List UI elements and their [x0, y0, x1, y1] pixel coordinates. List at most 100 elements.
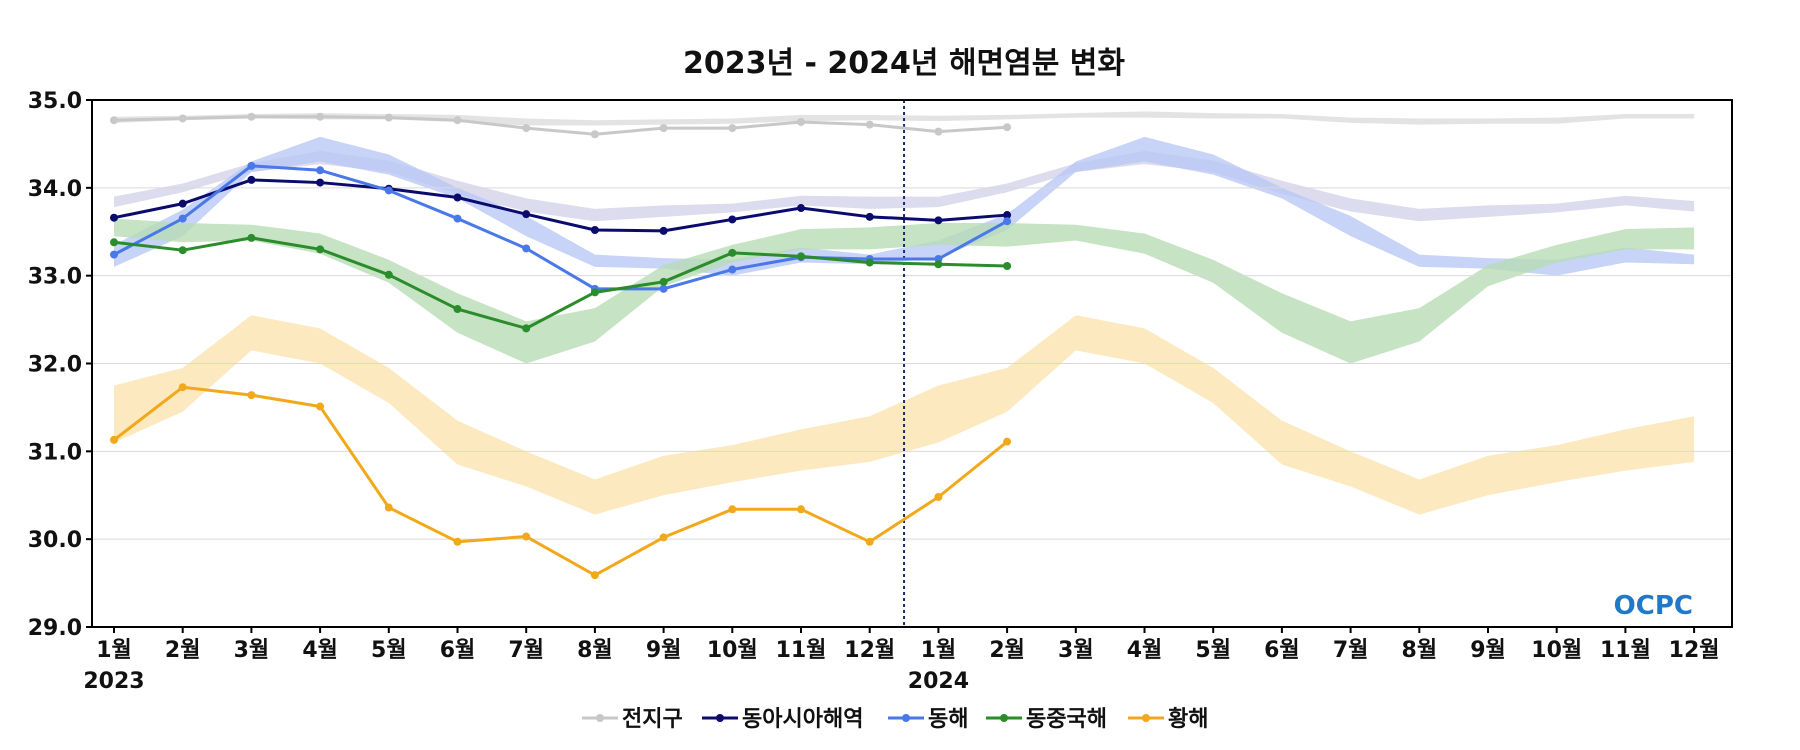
x-tick-label-22: 11월 — [1600, 638, 1651, 663]
x-tick-label-17: 6월 — [1264, 638, 1300, 663]
legend-label-동아시아해역: 동아시아해역 — [742, 707, 863, 732]
x-tick-label-6: 7월 — [508, 638, 544, 663]
legend-marker-황해 — [1142, 714, 1150, 722]
series-line-동해 — [113, 164, 1008, 291]
data-point-동중국해-7 — [590, 288, 599, 297]
legend-marker-동해 — [902, 714, 910, 722]
data-point-동아시아해역-0 — [110, 213, 118, 222]
y-tick-label-31.0: 31.0 — [28, 440, 82, 465]
data-point-황해-3 — [316, 402, 325, 411]
legend-marker-동중국해 — [1000, 714, 1008, 722]
x-tick-label-2: 3월 — [234, 638, 270, 663]
legend-marker-동아시아해역 — [716, 714, 724, 722]
series-line-황해 — [113, 385, 1009, 577]
x-tick-label-20: 9월 — [1470, 638, 1506, 663]
data-point-동아시아해역-10 — [797, 204, 805, 213]
data-point-전지구-2 — [247, 112, 256, 121]
x-tick-label-1: 2월 — [165, 638, 201, 663]
band-동중국해 — [114, 218, 1695, 364]
y-tick-label-34.0: 34.0 — [28, 177, 82, 202]
x-tick-label-10: 11월 — [776, 638, 827, 663]
y-tick-label-33.0: 33.0 — [28, 265, 82, 290]
grid-lines — [92, 100, 1732, 627]
data-point-전지구-10 — [797, 117, 805, 126]
data-point-전지구-13 — [1003, 123, 1012, 132]
data-point-전지구-3 — [316, 112, 325, 121]
legend-item-전지구: 전지구 — [582, 707, 683, 732]
x-tick-label-12: 1월 — [921, 638, 957, 663]
data-point-동해-2 — [247, 161, 256, 170]
data-point-동중국해-0 — [110, 238, 118, 247]
x-tick-label-19: 8월 — [1402, 638, 1438, 663]
axes: 35.0 34.0 33.0 32.0 31.0 30.0 29.0 1월 2월 3월 4월 5월 6월… — [28, 89, 1720, 694]
data-point-황해-0 — [110, 435, 118, 444]
data-point-동중국해-8 — [659, 277, 668, 286]
data-point-황해-10 — [797, 505, 805, 514]
data-point-황해-1 — [178, 383, 187, 392]
data-point-황해-4 — [384, 503, 393, 512]
data-point-동중국해-2 — [247, 233, 256, 242]
data-point-전지구-4 — [384, 113, 393, 122]
x-tick-label-16: 5월 — [1195, 638, 1231, 663]
x-tick-label-3: 4월 — [302, 638, 338, 663]
data-point-황해-11 — [865, 537, 874, 546]
data-point-전지구-9 — [728, 124, 737, 133]
legend-item-황해: 황해 — [1128, 707, 1208, 732]
data-point-황해-5 — [453, 537, 462, 546]
legend-label-황해: 황해 — [1168, 707, 1208, 732]
data-point-전지구-6 — [522, 124, 531, 133]
data-point-황해-2 — [247, 391, 256, 400]
x-tick-label-21: 10월 — [1531, 638, 1582, 663]
y-tick-label-35.0: 35.0 — [28, 89, 82, 114]
data-point-동아시아해역-3 — [316, 178, 325, 187]
data-point-동중국해-3 — [316, 245, 325, 254]
y-tick-label-30.0: 30.0 — [28, 528, 82, 553]
data-point-동해-8 — [659, 284, 668, 293]
data-point-동중국해-10 — [797, 252, 805, 261]
y-tick-label-29.0: 29.0 — [28, 616, 82, 641]
data-point-동아시아해역-1 — [178, 199, 187, 208]
data-point-황해-13 — [1003, 437, 1012, 446]
legend-marker-전지구 — [596, 714, 604, 722]
data-point-황해-9 — [728, 505, 737, 514]
band-동아시아해역 — [114, 150, 1695, 222]
legend-label-동중국해: 동중국해 — [1026, 707, 1107, 732]
legend-item-동중국해: 동중국해 — [986, 707, 1107, 732]
x-tick-label-14: 3월 — [1058, 638, 1094, 663]
data-point-동중국해-13 — [1003, 262, 1012, 271]
x-tick-label-7: 8월 — [577, 638, 613, 663]
data-point-전지구-1 — [178, 114, 187, 123]
series-line-동중국해 — [113, 236, 1008, 330]
data-point-동아시아해역-7 — [590, 225, 599, 234]
data-point-동아시아해역-5 — [453, 193, 462, 202]
x-tick-label-15: 4월 — [1127, 638, 1163, 663]
data-point-황해-7 — [590, 571, 599, 580]
series-lines — [110, 112, 1012, 580]
x-tick-label-4: 5월 — [371, 638, 407, 663]
chart-title: 2023년 - 2024년 해면염분 변화 — [683, 46, 1125, 81]
data-point-동해-0 — [110, 250, 118, 259]
ocpc-logo: OCPC — [1614, 591, 1693, 621]
data-point-동중국해-1 — [178, 246, 187, 255]
x-tick-label-0: 1월 — [96, 638, 132, 663]
x-tick-label-5: 6월 — [440, 638, 476, 663]
data-point-동중국해-9 — [728, 248, 737, 257]
data-point-전지구-12 — [934, 127, 943, 136]
data-point-황해-12 — [934, 493, 943, 502]
data-point-동아시아해역-13 — [1003, 211, 1012, 220]
legend-label-동해: 동해 — [928, 707, 968, 732]
ocpc-logo-text: OCPC — [1614, 591, 1693, 621]
data-point-전지구-8 — [659, 124, 668, 133]
legend: 전지구 동아시아해역 동해 동중국해 황해 — [582, 707, 1208, 732]
x-year-label-2024: 2024 — [908, 669, 969, 694]
data-point-전지구-0 — [110, 116, 118, 125]
x-tick-label-9: 10월 — [707, 638, 758, 663]
data-point-동해-6 — [522, 244, 531, 253]
data-point-황해-8 — [659, 533, 668, 542]
data-point-전지구-7 — [590, 130, 599, 139]
data-point-동중국해-5 — [453, 305, 462, 314]
data-point-전지구-5 — [453, 116, 462, 125]
series-line-전지구 — [113, 115, 1008, 136]
